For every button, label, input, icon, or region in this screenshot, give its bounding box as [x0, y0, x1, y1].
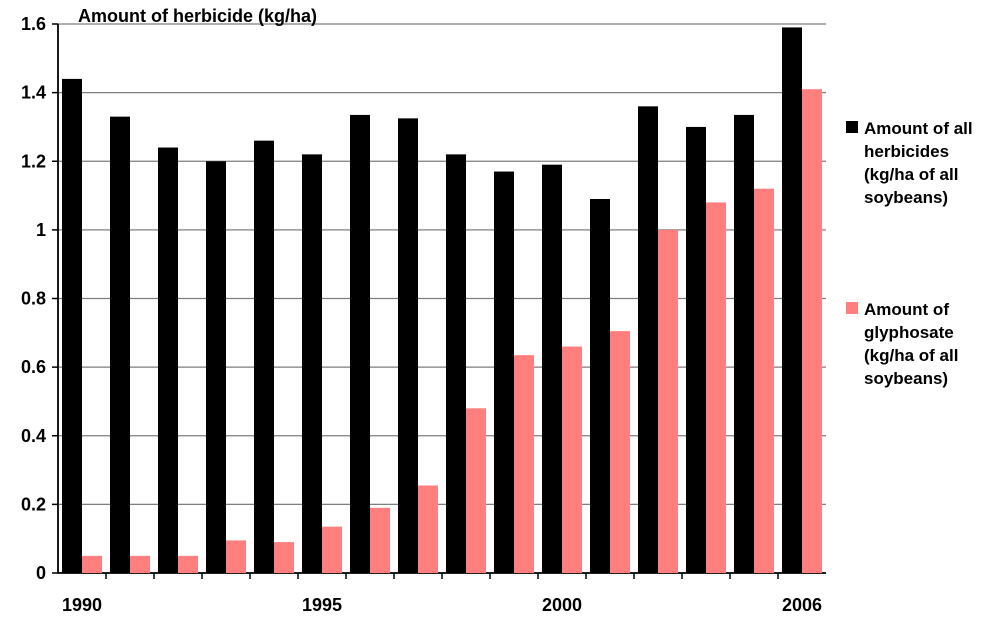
legend-label-glyphosate: Amount of glyphosate (kg/ha of all soybe…	[864, 300, 959, 388]
bar-glyphosate	[514, 355, 534, 573]
bar-all-herbicides	[254, 140, 274, 573]
bar-all-herbicides	[590, 198, 610, 573]
bar-glyphosate	[370, 507, 390, 573]
bar-all-herbicides	[350, 114, 370, 573]
bar-all-herbicides	[734, 114, 754, 573]
tick-labels: 0 0.2 0.4 0.6 0.8 1 1.2 1.4 1.6 1990 1995 2000 2006	[21, 14, 822, 615]
x-tick-label: 1990	[62, 595, 102, 615]
y-tick-label: 0.4	[21, 426, 46, 446]
bar-glyphosate	[130, 555, 150, 573]
bar-glyphosate	[658, 229, 678, 573]
bar-glyphosate	[562, 346, 582, 573]
bar-glyphosate	[802, 89, 822, 573]
gridlines	[58, 23, 826, 505]
legend-swatch-glyphosate	[846, 302, 858, 314]
bar-glyphosate	[754, 188, 774, 573]
bar-glyphosate	[322, 526, 342, 573]
y-tick-label: 1.6	[21, 14, 46, 34]
bar-all-herbicides	[446, 154, 466, 573]
y-tick-label: 1.2	[21, 151, 46, 171]
x-tick-label: 1995	[302, 595, 342, 615]
bar-all-herbicides	[542, 164, 562, 573]
bar-all-herbicides	[398, 118, 418, 573]
bar-all-herbicides	[206, 161, 226, 573]
bar-glyphosate	[466, 408, 486, 573]
bar-glyphosate	[274, 542, 294, 573]
y-tick-label: 0	[36, 563, 46, 583]
bar-all-herbicides	[686, 126, 706, 573]
bar-all-herbicides	[302, 154, 322, 573]
chart-title: Amount of herbicide (kg/ha)	[78, 6, 317, 26]
y-tick-label: 0.2	[21, 494, 46, 514]
bar-all-herbicides	[158, 147, 178, 573]
bar-all-herbicides	[782, 27, 802, 573]
y-tick-label: 1	[36, 220, 46, 240]
y-tick-label: 0.8	[21, 289, 46, 309]
x-tick-label: 2006	[782, 595, 822, 615]
legend-label-all-herbicides: Amount of all herbicides (kg/ha of all s…	[864, 119, 973, 207]
bar-all-herbicides	[62, 78, 82, 574]
legend-swatch-all-herbicides	[846, 121, 858, 133]
bars	[62, 27, 822, 574]
bar-glyphosate	[706, 202, 726, 574]
y-tick-label: 1.4	[21, 83, 46, 103]
bar-all-herbicides	[494, 171, 514, 573]
bar-glyphosate	[226, 540, 246, 573]
bar-glyphosate	[418, 485, 438, 573]
bar-glyphosate	[178, 555, 198, 573]
bar-all-herbicides	[110, 116, 130, 574]
x-tick-label: 2000	[542, 595, 582, 615]
bar-all-herbicides	[638, 106, 658, 573]
y-tick-label: 0.6	[21, 357, 46, 377]
bar-glyphosate	[82, 555, 102, 573]
bar-glyphosate	[610, 331, 630, 573]
